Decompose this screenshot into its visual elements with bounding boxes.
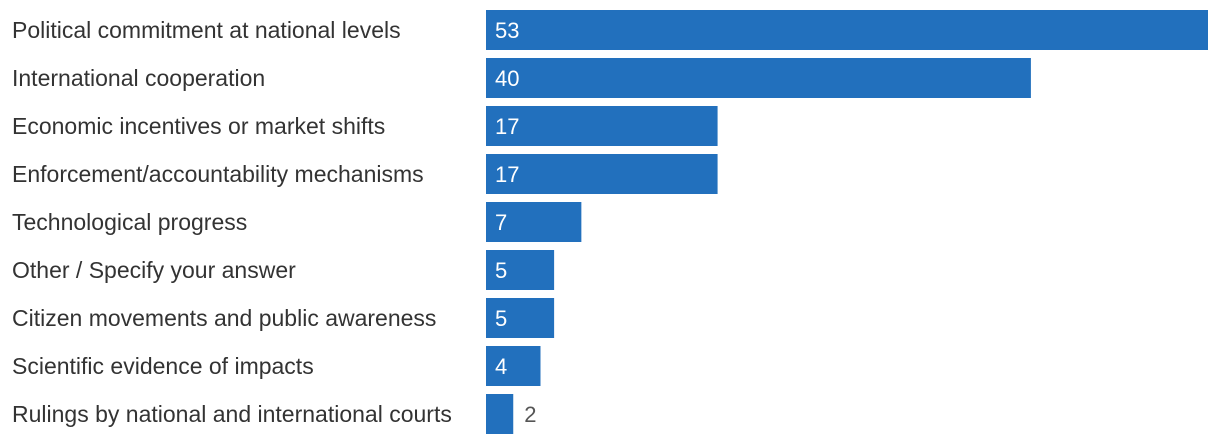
- category-label: Enforcement/accountability mechanisms: [12, 161, 424, 187]
- bar-row: Rulings by national and international co…: [12, 394, 536, 434]
- value-label: 40: [495, 66, 519, 91]
- value-label: 4: [495, 354, 507, 379]
- value-label: 17: [495, 114, 519, 139]
- category-label: Scientific evidence of impacts: [12, 353, 314, 379]
- bar-row: Other / Specify your answer 5: [12, 250, 555, 290]
- bar: [486, 10, 1208, 50]
- bar-row: Enforcement/accountability mechanisms 17: [12, 154, 718, 194]
- bar: [486, 298, 555, 338]
- value-label: 7: [495, 210, 507, 235]
- category-label: Political commitment at national levels: [12, 17, 401, 43]
- value-label: 53: [495, 18, 519, 43]
- category-label: Other / Specify your answer: [12, 257, 296, 283]
- category-label: Rulings by national and international co…: [12, 401, 452, 427]
- bar: [486, 58, 1031, 98]
- bar: [486, 250, 555, 290]
- bar-row: Political commitment at national levels 5…: [12, 10, 1208, 50]
- bar: [486, 346, 541, 386]
- value-label: 5: [495, 306, 507, 331]
- bar: [486, 106, 718, 146]
- bar-row: International cooperation 40: [12, 58, 1031, 98]
- category-label: Economic incentives or market shifts: [12, 113, 385, 139]
- value-label: 5: [495, 258, 507, 283]
- category-label: Technological progress: [12, 209, 247, 235]
- bar-row: Scientific evidence of impacts 4: [12, 346, 541, 386]
- bar-row: Technological progress 7: [12, 202, 582, 242]
- bar-row: Citizen movements and public awareness 5: [12, 298, 555, 338]
- category-label: International cooperation: [12, 65, 265, 91]
- bar: [486, 202, 582, 242]
- bar-row: Economic incentives or market shifts 17: [12, 106, 718, 146]
- value-label: 17: [495, 162, 519, 187]
- value-label: 2: [524, 402, 536, 427]
- category-label: Citizen movements and public awareness: [12, 305, 436, 331]
- bar: [486, 154, 718, 194]
- bar: [486, 394, 514, 434]
